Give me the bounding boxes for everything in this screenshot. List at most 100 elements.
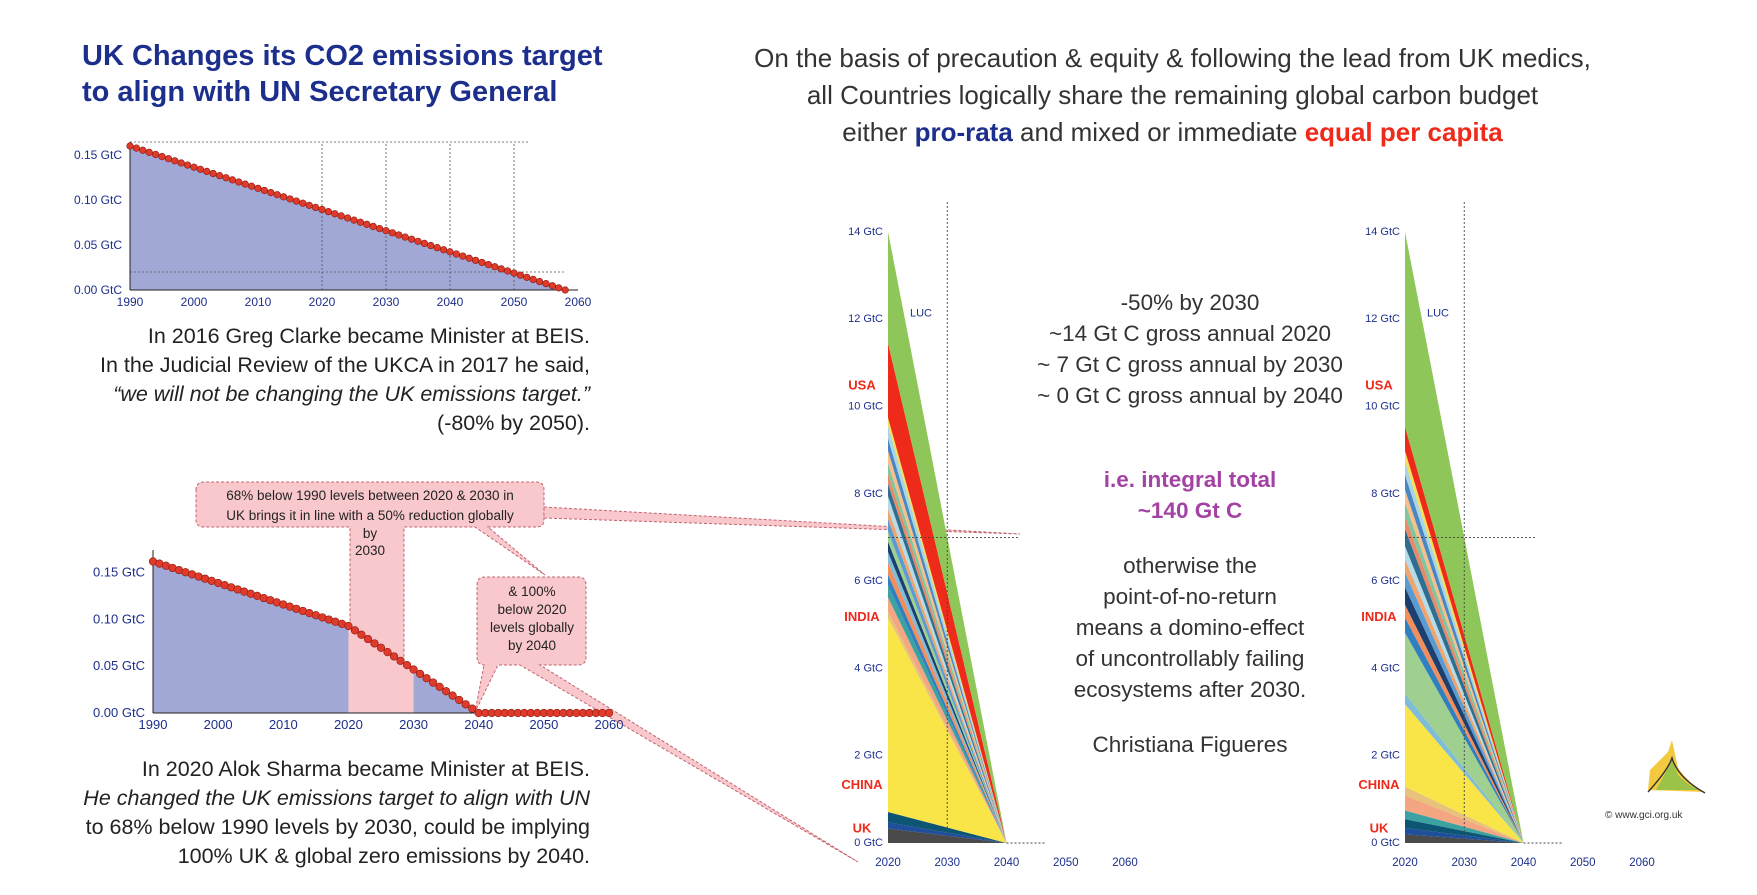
y-tick-label: 12 GtC — [848, 313, 883, 325]
band-23 — [1405, 231, 1524, 844]
data-point — [196, 165, 204, 173]
data-point — [337, 212, 345, 220]
data-point — [152, 150, 160, 159]
integral-total-value: ~140 Gt C — [1137, 498, 1243, 523]
x-tick-label: 2030 — [373, 295, 400, 309]
y-tick-label: 0 GtC — [854, 837, 883, 849]
y-tick-label: 6 GtC — [1371, 575, 1400, 587]
band-9 — [1405, 617, 1524, 843]
band-0 — [1405, 834, 1524, 843]
data-point — [164, 155, 172, 163]
data-point — [422, 674, 431, 683]
data-point — [158, 152, 166, 161]
callout1-line: UK brings it in line with a 50% reductio… — [226, 508, 514, 523]
logo-shape-inner — [1656, 760, 1700, 790]
data-point — [455, 695, 464, 705]
data-point — [448, 691, 457, 700]
y-tick-label: 4 GtC — [854, 662, 883, 674]
quote1-line-2: In the Judicial Review of the UKCA in 20… — [99, 353, 590, 377]
quote2-line-4: 100% UK & global zero emissions by 2040. — [177, 844, 590, 868]
data-point — [395, 231, 403, 239]
data-point — [286, 195, 294, 203]
x-tick-label: 2050 — [529, 717, 558, 732]
data-point — [408, 235, 416, 243]
center-warning-3: means a domino-effect — [1075, 615, 1305, 640]
headline-line-1: On the basis of precaution & equity & fo… — [754, 43, 1591, 73]
data-point — [273, 191, 281, 199]
data-point — [440, 246, 448, 254]
y-tick-label: 0.05 GtC — [74, 238, 122, 252]
data-point — [409, 665, 418, 674]
data-point — [388, 229, 397, 237]
band-21 — [888, 417, 1007, 843]
chart-uk-old-target: 1990 2000 2010 2020 2030 2040 2050 2060 0.00 GtC… — [74, 141, 592, 309]
callout1-line: 2030 — [355, 543, 385, 558]
data-point — [535, 277, 544, 286]
x-tick-label: 2010 — [269, 717, 298, 732]
y-tick-label: 0.05 GtC — [93, 658, 145, 673]
band-16 — [1405, 515, 1524, 843]
data-point — [350, 626, 360, 635]
country-label: CHINA — [1358, 777, 1400, 792]
data-point — [401, 233, 409, 241]
data-point — [145, 148, 153, 156]
data-point — [292, 197, 301, 205]
data-point — [504, 267, 512, 275]
y-tick-label: 2 GtC — [854, 750, 883, 762]
data-point — [126, 142, 134, 150]
data-point — [350, 216, 358, 224]
y-tick-label: 8 GtC — [1371, 488, 1400, 500]
data-point — [420, 239, 429, 248]
data-point — [542, 280, 550, 288]
data-point — [396, 656, 405, 665]
band-23 — [888, 231, 1007, 844]
luc-label: LUC — [910, 307, 932, 319]
data-point — [548, 282, 557, 290]
quote1-line-3: “we will not be changing the UK emission… — [113, 382, 590, 406]
y-tick-label: 0.10 GtC — [74, 193, 122, 207]
x-tick-label: 2030 — [399, 717, 428, 732]
headline-mixed: and mixed or immediate — [1012, 117, 1305, 147]
data-point — [299, 199, 307, 207]
data-point — [312, 203, 320, 212]
center-warning-2: point-of-no-return — [1103, 584, 1277, 609]
x-tick-label: 2040 — [1511, 857, 1537, 869]
callout2-line: by 2040 — [508, 638, 556, 653]
left-title-line-2: to align with UN Secretary General — [82, 76, 558, 108]
band-4 — [1405, 795, 1524, 843]
left-title: UK Changes its CO2 emissions target to a… — [82, 38, 603, 110]
x-tick-label: 2050 — [1570, 857, 1596, 869]
y-tick-label: 14 GtC — [1365, 226, 1400, 238]
y-tick-label: 4 GtC — [1371, 662, 1400, 674]
data-point — [171, 157, 179, 165]
y-tick-label: 6 GtC — [854, 575, 883, 587]
data-point — [324, 208, 333, 216]
callout-68-percent — [195, 481, 546, 714]
data-point — [529, 275, 537, 284]
data-point — [484, 260, 493, 269]
center-line-2: ~14 Gt C gross annual 2020 — [1048, 321, 1332, 346]
callout2-line: below 2020 — [497, 602, 566, 617]
data-point — [267, 188, 275, 197]
headline-either: either — [842, 117, 915, 147]
data-point — [228, 176, 236, 184]
highlight-2020-2030 — [348, 626, 414, 713]
band-15 — [1405, 528, 1524, 843]
country-label: USA — [1365, 378, 1393, 393]
integral-total-label: i.e. integral total — [1103, 467, 1277, 492]
data-point — [216, 172, 224, 180]
quote2-line-3: to 68% below 1990 levels by 2030, could … — [85, 815, 590, 839]
y-tick-label: 0.00 GtC — [74, 283, 122, 297]
chart-global-equal-per-capita: 0 GtC 2 GtC 4 GtC 6 GtC 8 GtC 10 GtC 12 GtC 14 … — [1358, 202, 1655, 869]
center-line-3: ~ 7 Gt C gross annual by 2030 — [1037, 352, 1343, 377]
luc-label: LUC — [1427, 307, 1449, 319]
data-point — [435, 682, 444, 692]
callout-text: 68% below 1990 levels between 2020 & 203… — [226, 488, 574, 653]
gci-logo — [1647, 740, 1706, 794]
data-point — [254, 184, 262, 192]
country-label: UK — [853, 821, 872, 836]
y-tick-label: 0 GtC — [1371, 837, 1400, 849]
data-point — [516, 271, 525, 279]
center-text: -50% by 2030 ~14 Gt C gross annual 2020 … — [980, 287, 1400, 760]
